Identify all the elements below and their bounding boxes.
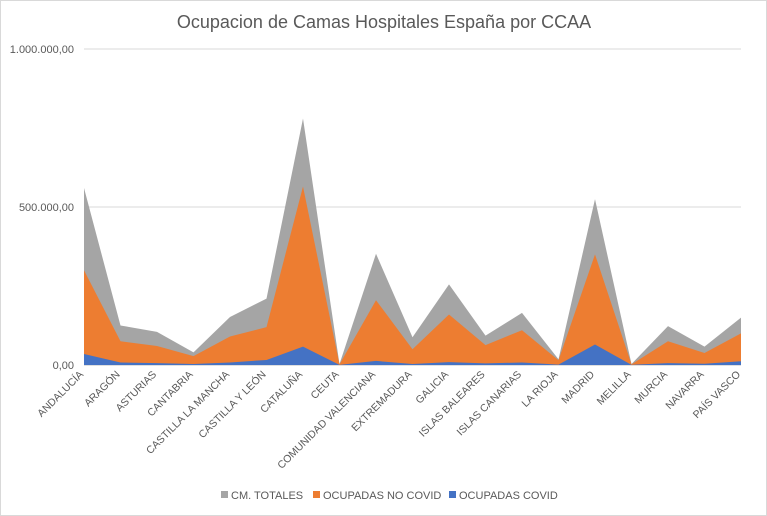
legend-swatch-ocupadas-covid [449, 491, 456, 498]
area-cm-totales [84, 118, 741, 366]
legend-label-ocupadas-no-covid: OCUPADAS NO COVID [323, 490, 441, 502]
x-tick-label: ISLAS BALEARES [417, 369, 488, 440]
y-axis-ticks: 1.000.000,00 500.000,00 0,00 [10, 44, 74, 372]
x-tick-label: CEUTA [309, 369, 342, 402]
area-series [84, 118, 741, 366]
y-tick-label: 0,00 [53, 360, 74, 372]
x-tick-label: ISLAS CANARIAS [455, 369, 525, 439]
legend-label-ocupadas-covid: OCUPADAS COVID [459, 490, 558, 502]
x-tick-label: MURCIA [632, 369, 670, 407]
legend-label-cm-totales: CM. TOTALES [231, 490, 303, 502]
legend-swatch-ocupadas-no-covid [313, 491, 320, 498]
chart-title: Ocupacion de Camas Hospitales España por… [177, 12, 591, 32]
y-tick-label: 500.000,00 [19, 202, 74, 214]
x-axis-ticks: ANDALUCÍAARAGÓNASTURIASCANTABRIACASTILLA… [34, 368, 743, 472]
x-tick-label: GALICIA [413, 369, 451, 407]
gridlines [84, 48, 741, 366]
legend-swatch-cm-totales [221, 491, 228, 498]
area-ocupadas-covid [84, 344, 741, 365]
area-ocupadas-no-covid [84, 186, 741, 365]
x-tick-label: MELILLA [595, 369, 634, 408]
legend[interactable]: CM. TOTALES OCUPADAS NO COVID OCUPADAS COV… [221, 490, 558, 502]
y-tick-label: 1.000.000,00 [10, 44, 74, 56]
x-tick-label: LA RIOJA [520, 369, 561, 410]
x-tick-label: MADRID [559, 368, 597, 406]
x-tick-label: ANDALUCÍA [34, 368, 86, 420]
x-tick-label: CASTILLA Y LEÓN [196, 368, 269, 441]
